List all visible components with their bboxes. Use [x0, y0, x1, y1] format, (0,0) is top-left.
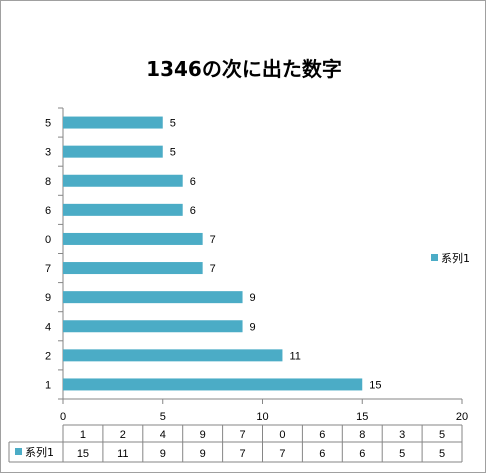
bar — [63, 145, 163, 158]
bar — [63, 291, 243, 304]
bars: 15 11 9 9 7 7 6 6 5 5 — [63, 116, 382, 391]
table-value-cell: 6 — [319, 448, 325, 460]
table-value-cell: 11 — [117, 448, 128, 460]
data-label: 11 — [289, 350, 300, 362]
table-value-cell: 15 — [77, 448, 89, 460]
table-header-cell: 5 — [439, 429, 445, 441]
x-tick-label: 15 — [356, 411, 368, 423]
x-tick-label: 20 — [456, 411, 468, 423]
chart-title: 1346の次に出た数字 — [146, 57, 342, 81]
table-value-cell: 7 — [279, 448, 285, 460]
bar — [63, 378, 363, 391]
y-tick-label: 8 — [45, 176, 51, 188]
legend: 系列1 — [431, 251, 470, 265]
table-series-label: 系列1 — [25, 445, 54, 459]
table-value-cell: 5 — [399, 448, 405, 460]
y-tick-label: 2 — [45, 350, 51, 362]
bar — [63, 174, 183, 187]
table-header-cell: 1 — [80, 429, 86, 441]
x-tick-label: 5 — [160, 411, 166, 423]
table-value-cell: 5 — [439, 448, 445, 460]
data-label: 9 — [250, 321, 256, 333]
table-value-cell: 9 — [160, 448, 166, 460]
y-tick-label: 0 — [45, 234, 51, 246]
table-header-cell: 9 — [200, 429, 206, 441]
table-value-cell: 7 — [239, 448, 245, 460]
bar — [63, 349, 283, 362]
y-tick-label: 9 — [45, 292, 51, 304]
y-tick-label: 4 — [45, 321, 51, 333]
bar — [63, 262, 203, 275]
data-label: 6 — [190, 176, 196, 188]
y-tick-label: 5 — [45, 118, 51, 130]
table-header-cell: 7 — [239, 429, 245, 441]
table-header-cell: 6 — [319, 429, 325, 441]
y-tick-label: 7 — [45, 263, 51, 275]
table-value-cell: 9 — [200, 448, 206, 460]
y-tick-label: 1 — [45, 379, 51, 391]
data-label: 6 — [190, 205, 196, 217]
table-header-cell: 2 — [120, 429, 126, 441]
table-header-cell: 8 — [359, 429, 365, 441]
data-label: 5 — [170, 118, 176, 130]
bar — [63, 320, 243, 333]
table-header-cell: 4 — [160, 429, 166, 441]
y-tick-label: 3 — [45, 147, 51, 159]
data-label: 7 — [210, 263, 216, 275]
bar — [63, 203, 183, 216]
data-label: 5 — [170, 147, 176, 159]
table-legend-swatch — [15, 448, 22, 455]
table-value-cell: 6 — [359, 448, 365, 460]
table-header-cell: 0 — [279, 429, 285, 441]
data-label: 7 — [210, 234, 216, 246]
y-tick-label: 6 — [45, 205, 51, 217]
legend-label: 系列1 — [441, 251, 470, 265]
x-tick-label: 0 — [60, 411, 66, 423]
x-tick-label: 10 — [256, 411, 268, 423]
table-header-cell: 3 — [399, 429, 405, 441]
data-table: 1 15 2 11 4 9 9 9 7 7 0 7 6 6 8 6 3 5 5 5 系列1 — [8, 424, 463, 463]
legend-swatch — [431, 254, 438, 261]
data-label: 9 — [250, 292, 256, 304]
bar — [63, 116, 163, 129]
data-label: 15 — [369, 379, 381, 391]
bar — [63, 232, 203, 245]
